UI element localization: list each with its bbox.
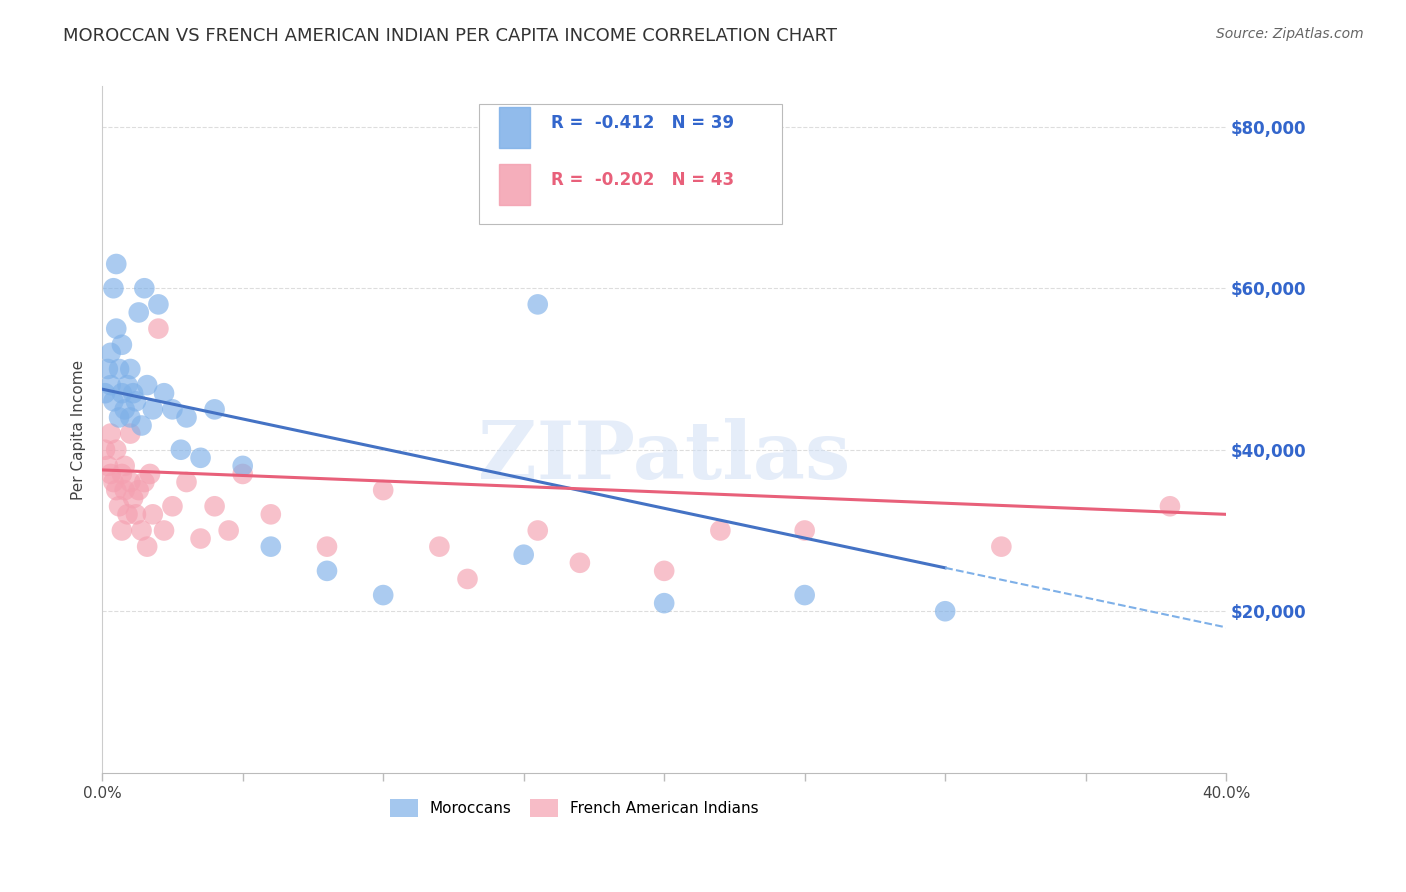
Point (139, 467, 162, 481)
Point (111, 467, 134, 481)
Point (136, 540, 159, 554)
Point (190, 532, 212, 546)
Point (793, 588, 815, 602)
Text: Source: ZipAtlas.com: Source: ZipAtlas.com (1216, 27, 1364, 41)
Point (117, 508, 139, 522)
Point (100, 346, 122, 360)
FancyBboxPatch shape (478, 103, 782, 224)
Point (94, 386, 117, 401)
Point (162, 500, 184, 514)
Point (134, 281, 156, 295)
Point (114, 483, 136, 497)
Point (709, 524, 731, 538)
Point (176, 475, 198, 489)
Point (934, 604, 956, 618)
Point (105, 483, 128, 497)
Point (105, 442, 128, 457)
Point (232, 467, 254, 481)
Point (316, 540, 339, 554)
Point (176, 410, 198, 425)
Point (103, 394, 125, 409)
Point (100, 378, 122, 392)
Point (260, 540, 283, 554)
Point (131, 524, 153, 538)
Point (114, 402, 136, 417)
Point (652, 596, 675, 610)
Point (120, 475, 142, 489)
Point (108, 500, 131, 514)
Text: R =  -0.202   N = 43: R = -0.202 N = 43 (551, 171, 734, 189)
Point (260, 508, 283, 522)
Point (142, 508, 165, 522)
Point (568, 556, 591, 570)
Point (105, 257, 128, 271)
Point (142, 402, 165, 417)
Point (108, 410, 131, 425)
Bar (499, 164, 530, 205)
Point (125, 508, 148, 522)
Point (526, 297, 548, 311)
Point (170, 442, 193, 457)
Y-axis label: Per Capita Income: Per Capita Income (72, 359, 86, 500)
Point (204, 500, 226, 514)
Point (990, 540, 1012, 554)
Point (190, 450, 212, 465)
Point (136, 378, 159, 392)
Point (316, 564, 339, 578)
Point (373, 588, 395, 602)
Point (153, 524, 176, 538)
Point (122, 386, 145, 401)
Point (153, 386, 176, 401)
Point (120, 426, 142, 441)
Point (131, 418, 153, 433)
Point (512, 548, 534, 562)
Point (100, 467, 122, 481)
Point (456, 572, 478, 586)
Point (128, 483, 150, 497)
Point (97, 458, 120, 473)
Bar (499, 107, 530, 148)
Point (652, 564, 675, 578)
Point (429, 540, 451, 554)
Point (128, 305, 150, 319)
Point (793, 524, 815, 538)
Point (134, 475, 156, 489)
Point (120, 362, 142, 376)
Point (114, 458, 136, 473)
Text: R =  -0.412   N = 39: R = -0.412 N = 39 (551, 114, 734, 132)
Point (148, 321, 170, 335)
Point (111, 338, 134, 352)
Point (108, 362, 131, 376)
Text: MOROCCAN VS FRENCH AMERICAN INDIAN PER CAPITA INCOME CORRELATION CHART: MOROCCAN VS FRENCH AMERICAN INDIAN PER C… (63, 27, 837, 45)
Point (232, 458, 254, 473)
Point (117, 378, 139, 392)
Point (111, 386, 134, 401)
Point (204, 402, 226, 417)
Point (148, 297, 170, 311)
Point (97, 362, 120, 376)
Point (125, 394, 148, 409)
Point (1159, 500, 1181, 514)
Point (94, 442, 117, 457)
Legend: Moroccans, French American Indians: Moroccans, French American Indians (384, 793, 765, 823)
Point (105, 321, 128, 335)
Point (218, 524, 240, 538)
Point (162, 402, 184, 417)
Point (103, 281, 125, 295)
Point (100, 426, 122, 441)
Point (526, 524, 548, 538)
Point (103, 475, 125, 489)
Point (120, 410, 142, 425)
Text: ZIPatlas: ZIPatlas (478, 418, 851, 496)
Point (373, 483, 395, 497)
Point (122, 491, 145, 506)
Point (111, 524, 134, 538)
